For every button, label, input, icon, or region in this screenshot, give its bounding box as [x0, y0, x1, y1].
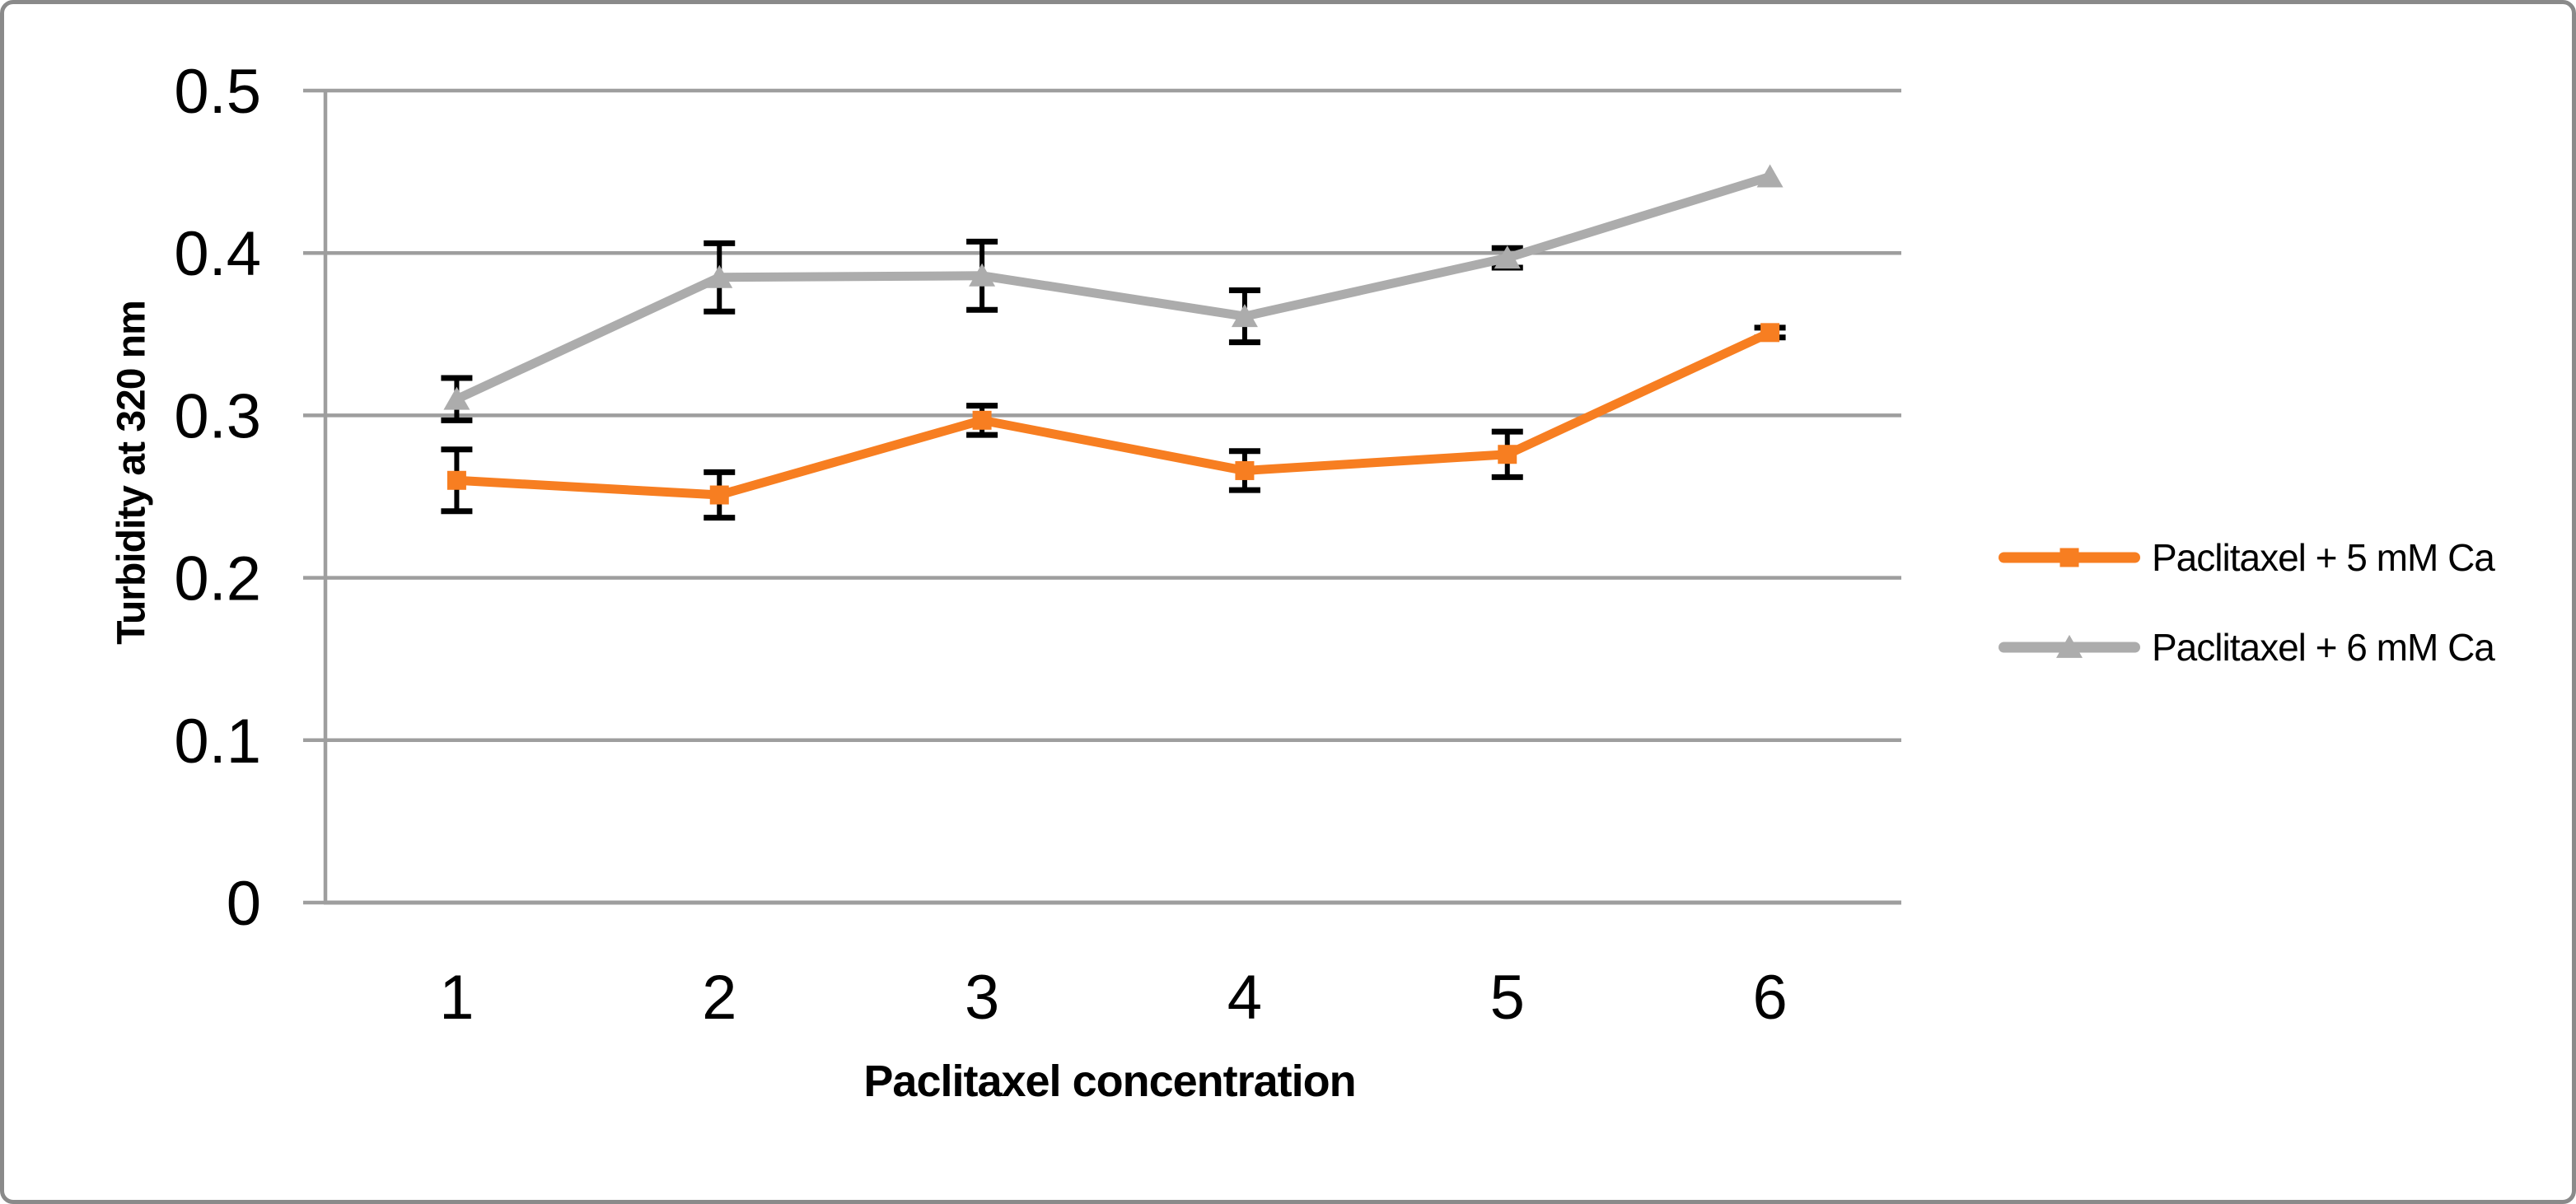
line-chart-plot: 0 0.1 0.2 0.3 0.4 0.5 1 2 3 4 5 6 — [174, 57, 1901, 1033]
y-tick-label: 0.5 — [174, 57, 261, 127]
legend-swatch-square — [1999, 541, 2140, 574]
x-tick-label: 6 — [1752, 963, 1787, 1033]
legend: Paclitaxel + 5 mM Ca Paclitaxel + 6 mM Ca — [1999, 531, 2495, 674]
y-tick-label: 0.4 — [174, 219, 261, 289]
data-point-marker — [443, 386, 470, 410]
legend-item: Paclitaxel + 5 mM Ca — [1999, 531, 2495, 584]
data-point-marker — [1235, 460, 1255, 480]
x-tick-label: 4 — [1227, 963, 1262, 1033]
legend-item: Paclitaxel + 6 mM Ca — [1999, 621, 2495, 674]
y-tick-label: 0.3 — [174, 381, 261, 451]
data-point-marker — [1760, 323, 1780, 343]
y-tick-label: 0 — [227, 869, 261, 939]
y-tick-label: 0.2 — [174, 544, 261, 614]
series-square — [441, 323, 1786, 521]
series-triangle — [441, 164, 1784, 423]
x-tick-label: 2 — [702, 963, 736, 1033]
legend-label: Paclitaxel + 5 mM Ca — [2152, 536, 2495, 579]
gridlines — [303, 88, 1901, 905]
data-point-marker — [446, 470, 466, 490]
x-axis-title: Paclitaxel concentration — [863, 1057, 1356, 1106]
x-tick-label: 1 — [439, 963, 474, 1033]
data-point-marker — [706, 264, 733, 288]
x-tick-labels: 1 2 3 4 5 6 — [439, 963, 1787, 1033]
data-point-marker — [1231, 304, 1258, 328]
x-tick-label: 5 — [1490, 963, 1525, 1033]
data-point-marker — [969, 263, 996, 287]
x-tick-label: 3 — [965, 963, 999, 1033]
data-point-marker — [1494, 245, 1521, 269]
y-tick-label: 0.1 — [174, 707, 261, 777]
axes — [323, 91, 1901, 905]
y-axis-title: Turbidity at 320 nm — [110, 301, 154, 645]
triangle-marker-icon — [2056, 634, 2083, 658]
data-point-marker — [1756, 164, 1784, 188]
legend-label: Paclitaxel + 6 mM Ca — [2152, 626, 2495, 669]
data-point-marker — [972, 410, 992, 430]
data-point-marker — [709, 485, 729, 505]
series-line — [451, 172, 1775, 404]
y-tick-labels: 0 0.1 0.2 0.3 0.4 0.5 — [174, 57, 261, 939]
legend-swatch-triangle — [1999, 631, 2140, 664]
square-marker-icon — [2059, 548, 2079, 567]
data-series — [441, 164, 1786, 521]
series-line — [451, 328, 1775, 500]
data-point-marker — [1498, 445, 1517, 464]
